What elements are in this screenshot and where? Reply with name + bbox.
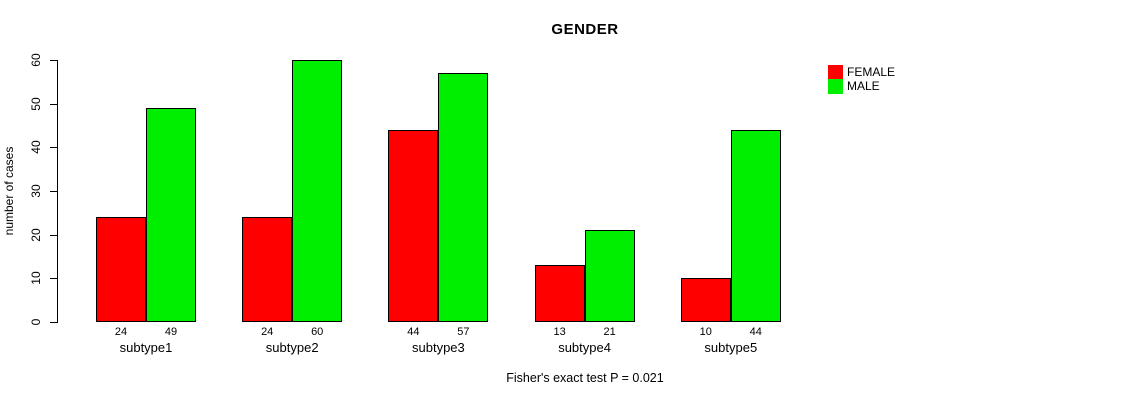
bar-female-subtype3 [388,129,439,322]
legend-swatch-icon [828,78,843,94]
y-tick [50,322,57,323]
y-tick-label: 20 [29,227,43,242]
bar-female-subtype5 [680,278,731,322]
bar-value-label: 60 [311,326,324,338]
y-tick-label: 50 [29,96,43,111]
bar-value-label: 21 [603,326,616,338]
y-tick-label: 40 [29,140,43,154]
bar-female-subtype2 [242,217,293,322]
annotation-caption: Fisher's exact test P = 0.021 [506,371,664,385]
chart-title: GENDER [551,21,619,38]
bar-male-subtype2 [292,59,343,322]
bar-value-label: 44 [749,326,762,338]
bar-value-label: 57 [457,326,470,338]
bar-value-label: 13 [553,326,566,338]
category-label: subtype2 [265,340,319,355]
bar-male-subtype5 [730,129,781,322]
legend-label: FEMALE [847,64,896,79]
y-tick [50,147,57,149]
y-tick [50,59,57,61]
category-label: subtype4 [558,340,611,355]
bar-value-label: 24 [114,326,128,338]
bar-value-label: 49 [164,326,178,338]
legend: FEMALE MALE [828,64,896,94]
bar-male-subtype4 [584,230,635,322]
y-axis-line [57,59,58,323]
y-tick-label: 30 [29,184,43,198]
legend-label: MALE [847,78,880,93]
category-label: subtype1 [119,340,173,355]
category-label: subtype5 [704,340,758,355]
bar-male-subtype1 [146,107,196,322]
y-tick [50,234,57,236]
bar-male-subtype3 [438,72,489,322]
legend-swatch-icon [828,64,843,80]
legend-item-female: FEMALE [828,64,896,80]
bar-female-subtype1 [96,217,146,322]
y-tick [50,278,57,280]
bar-female-subtype4 [534,265,585,322]
y-tick-label: 10 [29,271,43,285]
y-tick-label: 0 [29,318,43,326]
bar-value-label: 44 [407,326,420,338]
bar-value-label: 10 [699,326,712,338]
y-axis-label: number of cases [2,146,16,236]
bar-value-label: 24 [261,326,274,338]
y-tick [50,103,57,105]
legend-item-male: MALE [828,78,895,94]
category-label: subtype3 [412,340,465,355]
y-tick [50,190,57,192]
y-tick-label: 60 [29,53,43,67]
